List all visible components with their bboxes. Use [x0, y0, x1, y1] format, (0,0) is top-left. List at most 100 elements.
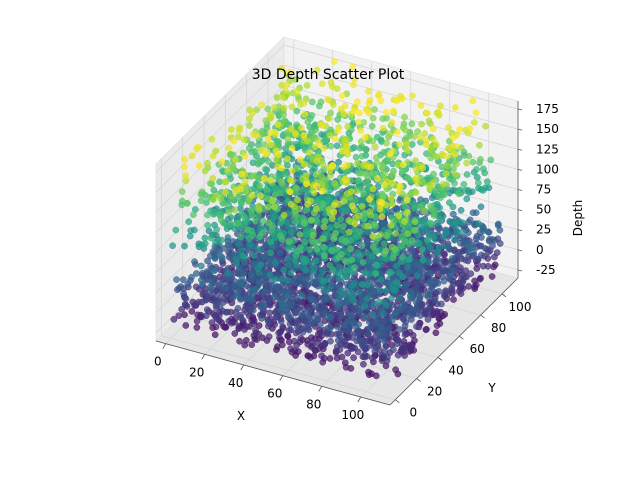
data-point — [227, 192, 235, 200]
data-point — [356, 144, 364, 152]
data-point — [372, 372, 380, 380]
data-point — [334, 127, 342, 135]
data-point — [218, 158, 226, 166]
data-point — [403, 196, 411, 204]
data-point — [358, 152, 366, 160]
data-point — [303, 180, 311, 188]
data-point — [333, 221, 341, 229]
data-point — [359, 341, 366, 349]
data-point — [237, 233, 245, 241]
data-point — [329, 83, 336, 91]
data-point — [317, 98, 325, 106]
data-point — [202, 312, 210, 320]
data-point — [266, 129, 274, 137]
data-point — [313, 66, 321, 74]
data-point — [335, 158, 342, 166]
data-point — [194, 143, 202, 151]
data-point — [170, 316, 178, 323]
data-point — [377, 198, 385, 206]
data-point — [354, 348, 362, 356]
data-point — [280, 104, 288, 112]
data-point — [203, 306, 211, 313]
data-point — [341, 321, 349, 329]
data-point — [392, 230, 399, 237]
data-point — [479, 227, 487, 235]
z-tick-label: 25 — [536, 223, 551, 237]
data-point — [231, 330, 239, 337]
data-point — [328, 247, 335, 254]
data-point — [181, 242, 188, 250]
data-point — [197, 197, 205, 205]
data-point — [318, 80, 326, 88]
data-point — [382, 232, 390, 239]
z-tick-mark — [517, 148, 523, 151]
y-tick-mark — [437, 357, 443, 361]
data-point — [188, 308, 196, 315]
data-point — [412, 189, 420, 196]
data-point — [263, 124, 271, 132]
data-point — [272, 275, 279, 283]
data-point — [462, 256, 469, 264]
data-point — [269, 197, 276, 205]
data-point — [455, 190, 463, 197]
data-point — [284, 277, 292, 284]
data-point — [396, 182, 403, 190]
data-point — [188, 273, 195, 281]
data-point — [313, 182, 320, 190]
data-point — [440, 277, 448, 285]
data-point — [451, 179, 458, 187]
data-point — [464, 229, 472, 236]
data-point — [464, 248, 472, 256]
z-tick-mark — [517, 108, 523, 111]
data-point — [326, 355, 334, 362]
data-point — [222, 308, 230, 316]
data-point — [390, 346, 397, 354]
data-point — [318, 267, 326, 274]
data-point — [261, 253, 269, 260]
z-tick-mark — [517, 249, 523, 252]
data-point — [193, 324, 201, 331]
data-point — [355, 321, 362, 328]
data-point — [237, 185, 244, 193]
data-point — [395, 212, 403, 220]
data-point — [354, 330, 362, 338]
data-point — [336, 346, 344, 353]
data-point — [472, 109, 480, 116]
data-point — [462, 187, 469, 194]
data-point — [470, 119, 478, 126]
data-point — [275, 151, 282, 159]
data-point — [398, 345, 406, 353]
data-point — [456, 126, 463, 133]
data-point — [401, 284, 409, 292]
data-point — [382, 301, 390, 309]
grid-left-z — [155, 44, 285, 173]
data-point — [399, 273, 407, 281]
data-point — [332, 229, 340, 237]
data-point — [300, 99, 308, 107]
data-point — [361, 351, 369, 359]
data-point — [266, 271, 274, 279]
data-point — [344, 123, 352, 130]
data-point — [287, 269, 295, 277]
data-point — [406, 292, 414, 300]
data-point — [280, 211, 288, 219]
data-point — [349, 344, 356, 352]
data-point — [251, 217, 259, 225]
data-point — [304, 352, 312, 360]
data-point — [452, 218, 460, 226]
data-point — [256, 280, 263, 287]
data-point — [231, 282, 238, 289]
data-point — [477, 156, 484, 163]
data-point — [405, 176, 413, 183]
data-point — [344, 149, 351, 156]
data-point — [327, 142, 335, 150]
data-point — [258, 315, 266, 322]
data-point — [311, 315, 318, 322]
data-point — [395, 141, 403, 149]
data-point — [208, 319, 216, 326]
data-point — [228, 319, 235, 327]
grid-floor-y — [161, 335, 396, 401]
data-point — [331, 135, 339, 143]
data-point — [288, 348, 296, 356]
data-point — [301, 238, 309, 246]
